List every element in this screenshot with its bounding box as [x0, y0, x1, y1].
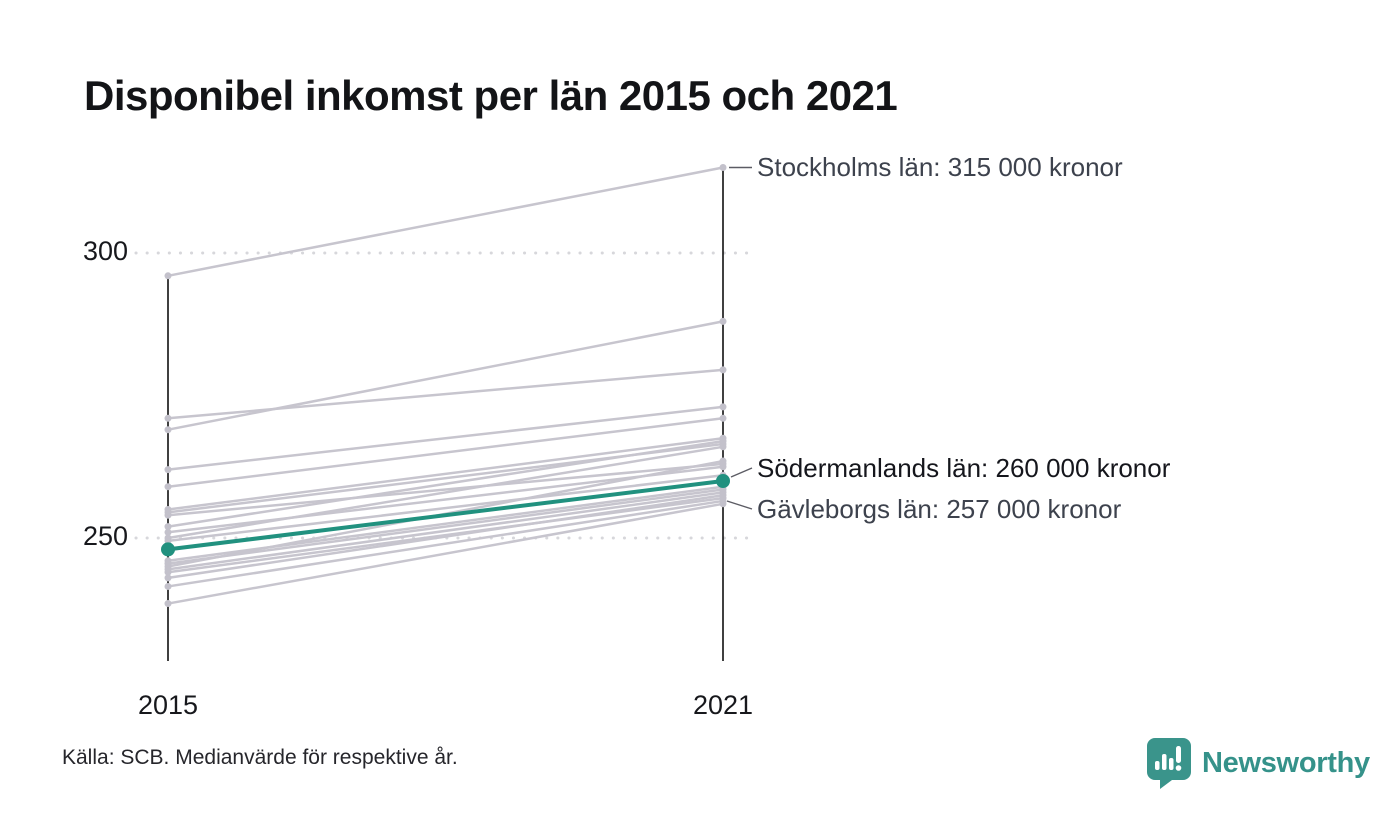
series-dot [719, 457, 727, 465]
series-line [167, 474, 724, 543]
series-dot [719, 403, 727, 411]
series-dot [719, 500, 727, 508]
y-tick-300: 300 [82, 236, 128, 266]
series-line [167, 405, 724, 471]
series-dot [164, 511, 172, 519]
series-line [167, 417, 724, 488]
series-dot [719, 437, 727, 445]
series-dot [719, 491, 727, 499]
series-dot [164, 582, 172, 590]
series-dot [719, 463, 727, 471]
newsworthy-icon [1147, 738, 1191, 789]
source-note: Källa: SCB. Medianvärde för respektive å… [62, 746, 458, 769]
series-dot [164, 426, 172, 434]
y-tick-250: 250 [82, 521, 128, 551]
series-line [167, 437, 724, 511]
annotation-sodermanland: Södermanlands län: 260 000 kronor [757, 453, 1171, 483]
series-line [167, 491, 724, 571]
series-dot [719, 317, 727, 325]
label-connector [726, 500, 753, 510]
annotation-stockholm: Stockholms län: 315 000 kronor [757, 152, 1123, 182]
series-dot [716, 474, 730, 488]
series-dot [719, 164, 727, 171]
series-line [167, 494, 724, 580]
series-dot [164, 574, 172, 582]
series-dot [719, 414, 727, 422]
series-dot [164, 523, 172, 531]
series-dot [164, 272, 172, 280]
series-dot [719, 443, 727, 451]
x-tick-2015: 2015 [137, 690, 199, 720]
chart-title: Disponibel inkomst per län 2015 och 2021 [84, 72, 898, 119]
series-dot [164, 528, 172, 536]
series-line [167, 488, 724, 565]
brand-name: Newsworthy [1202, 746, 1370, 779]
series-line [167, 439, 724, 528]
series-dot [719, 366, 727, 374]
label-connector [730, 467, 753, 478]
annotation-gavleborg: Gävleborgs län: 257 000 kronor [757, 494, 1122, 524]
series-line [167, 499, 724, 588]
series-dot [164, 483, 172, 491]
series-line [167, 479, 724, 552]
series-line [167, 320, 724, 431]
x-tick-2021: 2021 [692, 690, 754, 720]
series-dot [164, 600, 172, 608]
series-line [167, 368, 724, 420]
series-line [167, 462, 724, 517]
brand-logo[interactable]: Newsworthy [1146, 737, 1370, 789]
series-dot [164, 565, 172, 573]
series-dot [161, 542, 175, 557]
series-line [167, 502, 724, 605]
series-dot [164, 537, 172, 545]
series-dot [164, 414, 172, 422]
series-line [167, 496, 724, 574]
series-line [167, 166, 724, 278]
series-dot [164, 466, 172, 474]
series-line [167, 445, 724, 540]
